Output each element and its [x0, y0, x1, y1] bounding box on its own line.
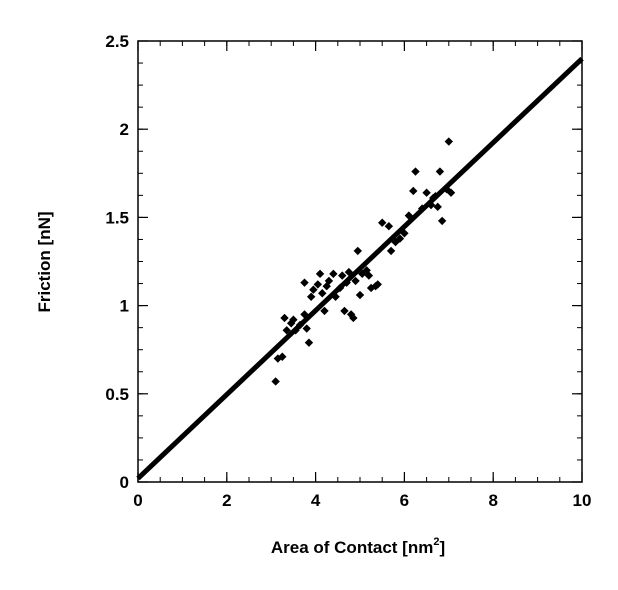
data-point — [302, 324, 311, 333]
data-point — [329, 269, 338, 279]
x-tick-label: 10 — [573, 491, 592, 510]
x-tick-label: 8 — [488, 491, 497, 510]
data-point — [300, 310, 309, 319]
data-point — [313, 280, 323, 289]
x-tick-label: 4 — [311, 491, 321, 510]
plot-area: 0 2 4 6 8 10 0 0.5 1 1.5 2 2.5 — [105, 32, 591, 510]
data-point — [338, 271, 347, 280]
data-point — [446, 188, 456, 197]
data-point — [417, 204, 427, 213]
data-point — [378, 218, 387, 227]
data-point — [444, 137, 453, 146]
data-point — [422, 188, 431, 197]
data-point — [300, 278, 309, 287]
data-point — [335, 283, 345, 293]
data-point — [395, 234, 405, 243]
data-point — [289, 315, 298, 324]
data-point — [400, 229, 409, 238]
data-point — [320, 306, 329, 316]
data-point — [295, 320, 305, 330]
fit-line — [136, 56, 584, 481]
data-point — [431, 192, 440, 201]
data-point — [404, 211, 414, 220]
data-point — [435, 167, 445, 176]
data-point — [324, 276, 334, 286]
data-point — [344, 267, 354, 277]
y-tick-label: 0 — [120, 473, 129, 492]
y-tick-label: 0.5 — [105, 385, 129, 404]
data-point — [355, 290, 365, 300]
data-point — [384, 222, 394, 231]
data-point — [278, 352, 287, 361]
data-point — [426, 200, 436, 210]
data-point — [280, 313, 289, 323]
y-tick-label: 1.5 — [105, 208, 129, 227]
data-point — [433, 202, 442, 212]
data-point — [364, 271, 374, 280]
y-tick-label: 2.5 — [105, 32, 129, 51]
x-axis-label: Area of Contact [nm2] — [271, 536, 445, 557]
data-point — [271, 377, 280, 386]
data-point — [349, 313, 358, 323]
data-point — [351, 276, 360, 286]
data-point — [291, 326, 300, 335]
x-axis-label-suffix: ] — [439, 538, 445, 557]
data-point — [318, 289, 327, 298]
data-point — [340, 306, 349, 316]
data-point — [304, 338, 314, 347]
data-point — [353, 246, 362, 256]
y-tick-label: 2 — [120, 120, 129, 139]
data-marks — [136, 56, 584, 481]
data-point — [315, 269, 325, 279]
data-point — [342, 278, 351, 287]
x-tick-label: 2 — [222, 491, 231, 510]
data-point — [373, 280, 382, 289]
data-point — [309, 285, 318, 294]
x-axis-label-superscript: 2 — [433, 536, 439, 548]
x-tick-label: 6 — [400, 491, 409, 510]
data-point — [331, 292, 340, 301]
data-point — [409, 186, 418, 196]
y-axis-label: Friction [nN] — [35, 211, 54, 312]
data-point — [282, 326, 291, 335]
y-tick-label: 1 — [120, 297, 129, 316]
data-point — [411, 167, 420, 176]
data-point — [437, 216, 447, 226]
data-point — [386, 246, 396, 256]
data-point — [306, 292, 316, 301]
x-tick-label: 0 — [133, 491, 142, 510]
